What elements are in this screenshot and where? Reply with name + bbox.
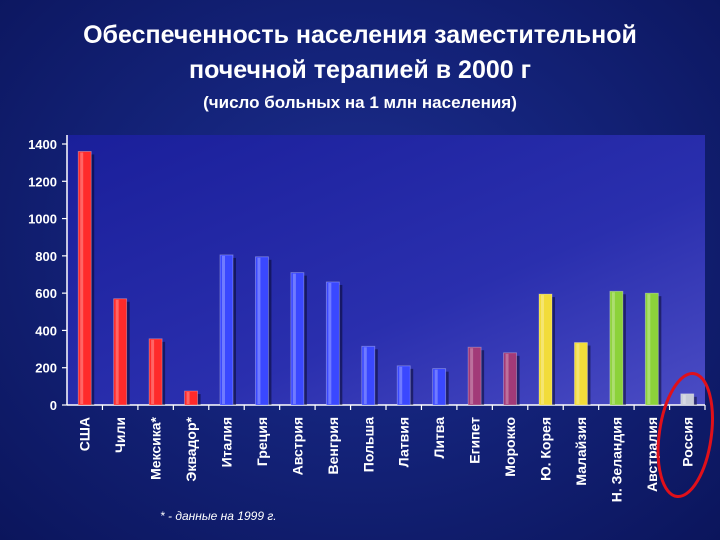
bar-highlight	[115, 299, 119, 404]
y-tick-label: 1000	[28, 212, 57, 227]
bar	[644, 292, 659, 406]
bar	[325, 281, 340, 406]
highlight-ellipse	[656, 371, 714, 499]
bar-highlight	[647, 294, 651, 404]
bar	[113, 298, 128, 406]
x-tick-label: США	[77, 417, 93, 451]
x-tick-label: Венгрия	[325, 417, 341, 475]
x-tick-label: Литва	[431, 417, 447, 459]
x-tick-label: Малайзия	[573, 417, 589, 486]
x-tick-label: Россия	[679, 417, 695, 467]
x-tick-label: Эквадор*	[183, 416, 199, 481]
bar-highlight	[541, 295, 544, 404]
bar-highlight	[186, 392, 190, 404]
bar	[219, 254, 234, 406]
bar	[290, 272, 305, 406]
title-line-1: Обеспеченность населения заместительной	[83, 21, 637, 49]
bar-highlight	[363, 347, 367, 404]
x-tick-label: Чили	[112, 417, 128, 453]
y-tick-label: 1200	[28, 174, 57, 189]
y-tick-label: 1400	[28, 137, 57, 152]
bar-highlight	[399, 366, 403, 404]
y-tick-label: 800	[35, 249, 57, 264]
x-tick-label: Австрия	[289, 417, 305, 475]
bar-highlight	[505, 353, 509, 404]
x-tick-label: Египет	[467, 417, 483, 464]
bar-highlight	[682, 394, 686, 404]
bar	[538, 293, 553, 406]
x-tick-label: Австралия	[644, 417, 660, 492]
bar-highlight	[222, 255, 225, 404]
x-tick-label: Италия	[219, 417, 235, 467]
bar-highlight	[257, 257, 261, 404]
bar-highlight	[328, 282, 332, 404]
y-tick-label: 600	[35, 286, 57, 301]
bar	[574, 342, 588, 406]
title-line-2: почечной терапией в 2000 г	[188, 56, 532, 84]
bar	[255, 256, 269, 406]
bar-highlight	[80, 152, 84, 404]
bar	[609, 290, 624, 406]
bar	[184, 390, 198, 406]
x-tick-label: Н. Зеландия	[608, 417, 624, 502]
chart-title: Обеспеченность населения заместительной …	[0, 18, 720, 88]
bar-highlight	[576, 343, 580, 404]
bar	[467, 346, 482, 406]
bar	[361, 345, 376, 406]
bar-highlight	[434, 369, 438, 404]
y-tick-label: 400	[35, 323, 57, 338]
bar-highlight	[470, 348, 474, 404]
x-tick-label: Мексика*	[148, 416, 164, 479]
plot-area	[67, 135, 705, 405]
x-tick-label: Ю. Корея	[538, 417, 554, 481]
bar-highlight	[151, 339, 155, 404]
bar-highlight	[611, 292, 615, 404]
y-tick-label: 0	[50, 398, 57, 413]
x-tick-label: Латвия	[396, 417, 412, 467]
x-tick-label: Польша	[360, 417, 376, 472]
y-tick-label: 200	[35, 361, 57, 376]
bar	[148, 338, 163, 406]
x-tick-label: Греция	[254, 417, 270, 466]
chart-subtitle: (число больных на 1 млн населения)	[203, 93, 517, 112]
bar	[77, 151, 92, 406]
bar	[432, 368, 447, 406]
bar-highlight	[292, 273, 296, 404]
bar	[396, 365, 411, 406]
x-tick-label: Морокко	[502, 417, 518, 477]
bar	[503, 352, 517, 406]
footnote: * - данные на 1999 г.	[160, 509, 277, 523]
bar	[680, 393, 695, 406]
